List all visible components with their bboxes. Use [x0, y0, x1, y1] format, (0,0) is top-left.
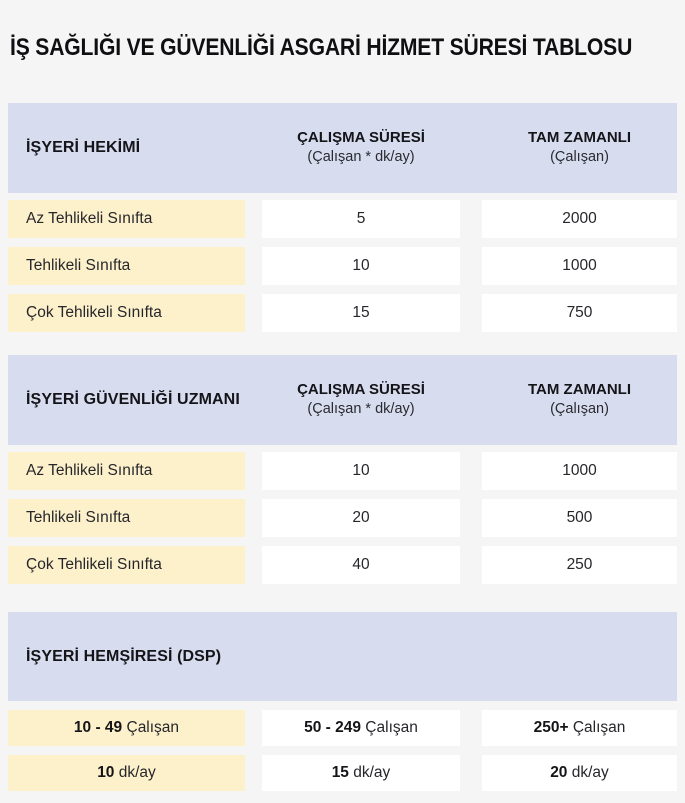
range-bold: 50 - 249	[304, 719, 361, 736]
minutes-rest: dk/ay	[567, 764, 609, 781]
full-time-value: 750	[482, 294, 677, 332]
minutes-bold: 15	[331, 764, 349, 781]
section-header-workplace-physician: İŞYERİ HEKİMİ ÇALIŞMA SÜRESİ (Çalışan * …	[8, 103, 677, 193]
column-header-working-time: ÇALIŞMA SÜRESİ (Çalışan * dk/ay)	[262, 380, 460, 420]
minutes-bold: 20	[550, 764, 568, 781]
range-rest: Çalışan	[361, 719, 418, 736]
full-time-value: 1000	[482, 452, 677, 490]
section-safety-specialist: İŞYERİ GÜVENLİĞİ UZMANI ÇALIŞMA SÜRESİ (…	[8, 355, 677, 584]
employee-range-cell: 10 - 49 Çalışan	[8, 710, 245, 746]
column-header-subtitle: (Çalışan * dk/ay)	[307, 401, 415, 418]
table-row-employee-ranges: 10 - 49 Çalışan 50 - 249 Çalışan 250+ Ça…	[8, 710, 677, 746]
minutes-cell: 15 dk/ay	[262, 755, 460, 791]
employee-range-cell: 50 - 249 Çalışan	[262, 710, 460, 746]
full-time-value: 2000	[482, 200, 677, 238]
range-bold: 10 - 49	[73, 719, 123, 736]
section-title: İŞYERİ GÜVENLİĞİ UZMANI	[26, 391, 240, 408]
table-row: Çok Tehlikeli Sınıfta 15 750	[8, 294, 677, 332]
full-time-value: 250	[482, 546, 677, 584]
row-label: Tehlikeli Sınıfta	[8, 247, 245, 285]
working-time-value: 20	[262, 499, 460, 537]
table-row: Tehlikeli Sınıfta 10 1000	[8, 247, 677, 285]
column-header-subtitle: (Çalışan)	[550, 401, 609, 418]
full-time-value: 500	[482, 499, 677, 537]
column-header-title: ÇALIŞMA SÜRESİ	[297, 129, 425, 147]
column-header-working-time: ÇALIŞMA SÜRESİ (Çalışan * dk/ay)	[262, 128, 460, 168]
column-header-full-time: TAM ZAMANLI (Çalışan)	[482, 380, 677, 420]
working-time-value: 15	[262, 294, 460, 332]
row-label: Az Tehlikeli Sınıfta	[8, 452, 245, 490]
working-time-value: 40	[262, 546, 460, 584]
working-time-value: 10	[262, 247, 460, 285]
section-header-safety-specialist: İŞYERİ GÜVENLİĞİ UZMANI ÇALIŞMA SÜRESİ (…	[8, 355, 677, 445]
table-row: Tehlikeli Sınıfta 20 500	[8, 499, 677, 537]
section-title: İŞYERİ HEMŞİRESİ (DSP)	[26, 647, 222, 665]
row-label: Tehlikeli Sınıfta	[8, 499, 245, 537]
range-rest: Çalışan	[568, 719, 626, 736]
table-row-minutes: 10 dk/ay 15 dk/ay 20 dk/ay	[8, 755, 677, 791]
page-title: İŞ SAĞLIĞI VE GÜVENLİĞİ ASGARİ HİZMET SÜ…	[10, 34, 633, 61]
table-row: Çok Tehlikeli Sınıfta 40 250	[8, 546, 677, 584]
minutes-rest: dk/ay	[114, 764, 156, 781]
employee-range-cell: 250+ Çalışan	[482, 710, 677, 746]
row-label: Az Tehlikeli Sınıfta	[8, 200, 245, 238]
section-header-workplace-nurse: İŞYERİ HEMŞİRESİ (DSP)	[8, 612, 677, 701]
range-rest: Çalışan	[122, 719, 180, 736]
table-row: Az Tehlikeli Sınıfta 10 1000	[8, 452, 677, 490]
section-title: İŞYERİ HEKİMİ	[26, 139, 141, 156]
column-header-subtitle: (Çalışan)	[550, 149, 609, 166]
column-header-full-time: TAM ZAMANLI (Çalışan)	[482, 128, 677, 168]
row-label: Çok Tehlikeli Sınıfta	[8, 294, 245, 332]
table-row: Az Tehlikeli Sınıfta 5 2000	[8, 200, 677, 238]
column-header-title: ÇALIŞMA SÜRESİ	[297, 381, 425, 399]
working-time-value: 5	[262, 200, 460, 238]
range-bold: 250+	[533, 719, 569, 736]
column-header-title: TAM ZAMANLI	[527, 129, 632, 147]
section-workplace-nurse: İŞYERİ HEMŞİRESİ (DSP) 10 - 49 Çalışan 5…	[8, 612, 677, 791]
section-workplace-physician: İŞYERİ HEKİMİ ÇALIŞMA SÜRESİ (Çalışan * …	[8, 103, 677, 332]
minutes-rest: dk/ay	[348, 764, 391, 781]
minutes-cell: 20 dk/ay	[482, 755, 677, 791]
working-time-value: 10	[262, 452, 460, 490]
minutes-cell: 10 dk/ay	[8, 755, 245, 791]
column-header-title: TAM ZAMANLI	[527, 381, 632, 399]
row-label: Çok Tehlikeli Sınıfta	[8, 546, 245, 584]
column-header-subtitle: (Çalışan * dk/ay)	[307, 149, 415, 166]
full-time-value: 1000	[482, 247, 677, 285]
minutes-bold: 10	[97, 764, 115, 781]
